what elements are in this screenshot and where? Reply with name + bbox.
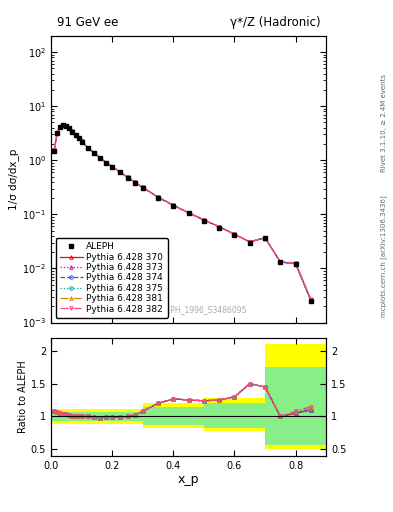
Legend: ALEPH, Pythia 6.428 370, Pythia 6.428 373, Pythia 6.428 374, Pythia 6.428 375, P: ALEPH, Pythia 6.428 370, Pythia 6.428 37… xyxy=(55,238,168,318)
Text: Rivet 3.1.10, ≥ 2.4M events: Rivet 3.1.10, ≥ 2.4M events xyxy=(381,74,387,172)
Text: ALEPH_1996_S3486095: ALEPH_1996_S3486095 xyxy=(157,305,248,314)
X-axis label: x_p: x_p xyxy=(178,473,199,486)
Text: mcplots.cern.ch [arXiv:1306.3436]: mcplots.cern.ch [arXiv:1306.3436] xyxy=(380,195,387,317)
Y-axis label: Ratio to ALEPH: Ratio to ALEPH xyxy=(18,360,28,433)
Y-axis label: 1/σ dσ/dx_p: 1/σ dσ/dx_p xyxy=(9,148,20,210)
Text: 91 GeV ee: 91 GeV ee xyxy=(57,16,118,29)
Text: γ*/Z (Hadronic): γ*/Z (Hadronic) xyxy=(230,16,321,29)
